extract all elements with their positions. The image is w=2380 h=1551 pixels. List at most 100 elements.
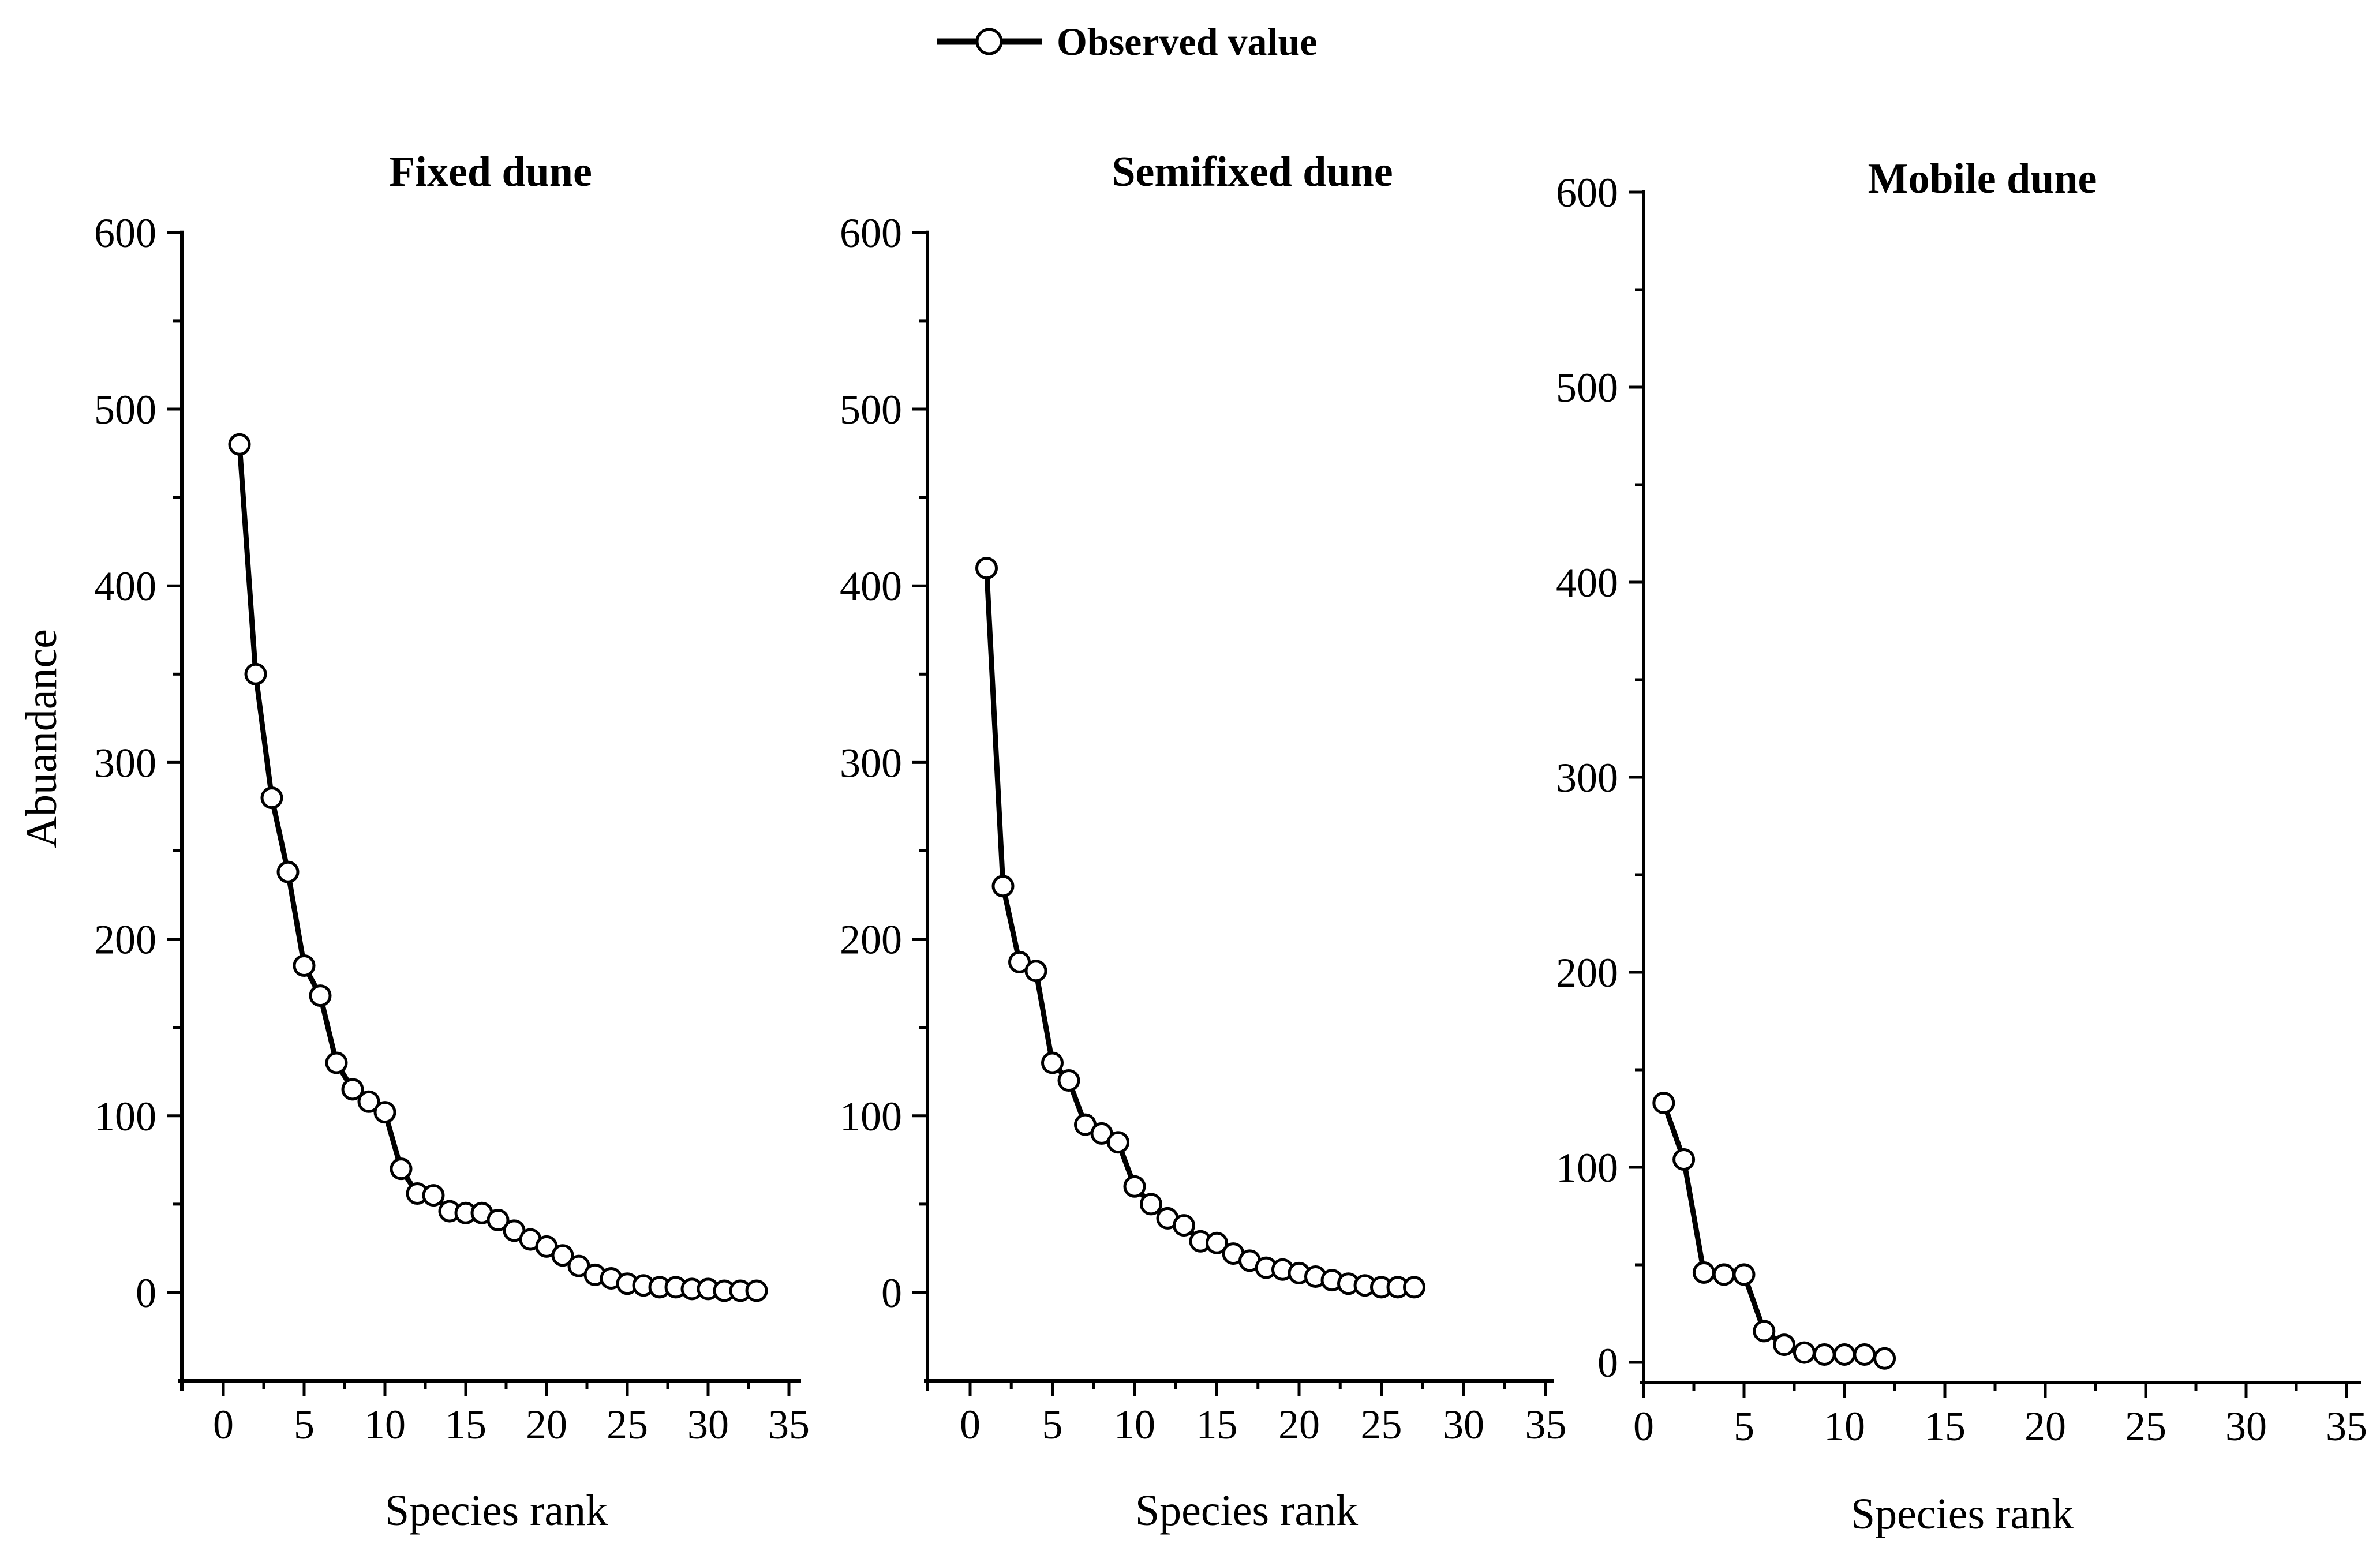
y-tick-label: 400 [94,563,156,609]
y-tick-label: 600 [94,210,156,256]
data-point-marker [1873,1347,1896,1370]
panel-semifixed-dune-plot: 0 100 200 300 400 500 600 0 5 10 15 20 25 30 35 [840,210,1567,1448]
data-point-marker [1793,1341,1816,1364]
data-point-marker [325,1051,348,1074]
panel-title-fixed-dune: Fixed dune [389,148,592,196]
y-tick-label: 100 [840,1093,902,1140]
x-tick-label: 25 [1361,1402,1402,1448]
x-tick-label: 15 [1196,1402,1238,1448]
data-point-marker [1206,1231,1228,1254]
x-tick-label: 30 [1443,1402,1484,1448]
data-point-marker [1692,1261,1715,1284]
y-tick-label: 200 [840,917,902,963]
x-axis-title-mobile-dune: Species rank [1850,1490,2074,1538]
y-tick-label: 600 [840,210,902,256]
y-tick-label: 400 [840,563,902,609]
x-tick-label: 15 [1924,1403,1966,1449]
x-tick-label: 5 [1042,1402,1063,1448]
data-point-marker [1123,1175,1146,1198]
data-point-marker [1732,1263,1756,1286]
x-tick-label: 35 [1525,1402,1567,1448]
y-tick-label: 300 [94,740,156,786]
data-point-marker [1853,1343,1876,1366]
legend: Observed value [936,15,1317,68]
y-tick-label: 0 [1597,1340,1618,1386]
legend-symbol [937,28,1042,55]
x-tick-label: 10 [364,1402,406,1448]
data-point-marker [1041,1051,1064,1074]
observed-value-line [1661,1102,1885,1361]
x-tick-label: 25 [607,1402,648,1448]
y-tick-label: 100 [1556,1145,1618,1191]
x-axis-title-fixed-dune: Species rank [384,1486,608,1535]
x-tick-label: 20 [526,1402,567,1448]
data-point-marker [975,557,998,580]
x-axis-title-semifixed-dune: Species rank [1135,1486,1359,1535]
data-point-marker [1833,1343,1856,1366]
x-tick-label: 0 [1633,1403,1654,1449]
data-point-marker [1773,1333,1796,1357]
data-point-marker [1813,1343,1836,1366]
data-point-marker [1652,1091,1675,1114]
y-tick-label: 600 [1556,170,1618,216]
y-tick-label: 300 [840,740,902,786]
panel-title-mobile-dune: Mobile dune [1868,155,2097,203]
y-tick-label: 0 [881,1270,902,1316]
data-point-marker [1753,1320,1776,1343]
data-point-marker [1057,1069,1080,1092]
data-point-marker [1140,1193,1162,1216]
data-point-marker [745,1279,768,1302]
data-point-marker [341,1078,364,1101]
x-tick-label: 20 [1278,1402,1320,1448]
x-tick-label: 10 [1824,1403,1865,1449]
data-point-marker [991,875,1015,898]
y-tick-label: 0 [136,1270,156,1316]
data-point-marker [551,1244,574,1267]
panel-fixed-dune-plot: 0 100 200 300 400 500 600 0 5 10 15 20 25 30 35 [94,210,810,1448]
data-point-marker [228,433,251,456]
y-tick-label: 500 [1556,365,1618,411]
x-tick-label: 0 [960,1402,981,1448]
y-tick-label: 300 [1556,755,1618,801]
y-tick-label: 500 [840,387,902,433]
x-tick-label: 10 [1114,1402,1155,1448]
x-tick-label: 5 [1734,1403,1754,1449]
y-tick-label: 400 [1556,560,1618,606]
data-point-marker [487,1208,510,1231]
x-tick-label: 35 [2326,1403,2367,1449]
y-tick-label: 200 [94,917,156,963]
data-point-marker [422,1184,445,1207]
x-tick-label: 5 [294,1402,315,1448]
y-tick-label: 500 [94,387,156,433]
x-tick-label: 15 [445,1402,487,1448]
data-point-marker [390,1157,413,1181]
x-tick-label: 35 [768,1402,810,1448]
observed-value-line [237,444,757,1294]
data-point-marker [1173,1214,1195,1237]
data-point-marker [1712,1263,1735,1286]
x-tick-label: 20 [2025,1403,2066,1449]
x-tick-label: 30 [2225,1403,2267,1449]
y-tick-label: 100 [94,1093,156,1140]
data-point-marker [309,984,332,1007]
data-point-marker [293,954,316,977]
observed-value-line [984,568,1414,1290]
data-point-marker [373,1101,396,1124]
data-point-marker [260,786,283,810]
data-point-marker [357,1090,380,1113]
data-point-marker [1107,1131,1129,1154]
x-tick-label: 0 [213,1402,234,1448]
panel-mobile-dune-plot: 0 100 200 300 400 500 600 0 5 10 15 20 25 30 35 [1556,170,2367,1449]
data-point-marker [1403,1276,1425,1299]
data-point-marker [244,662,267,685]
data-point-marker [276,860,300,883]
panel-title-semifixed-dune: Semifixed dune [1112,148,1393,196]
x-tick-label: 25 [2125,1403,2166,1449]
legend-open-circle-icon [975,28,1003,55]
data-point-marker [1672,1148,1696,1171]
data-point-marker [1024,960,1047,983]
x-tick-label: 30 [687,1402,729,1448]
y-tick-label: 200 [1556,950,1618,996]
